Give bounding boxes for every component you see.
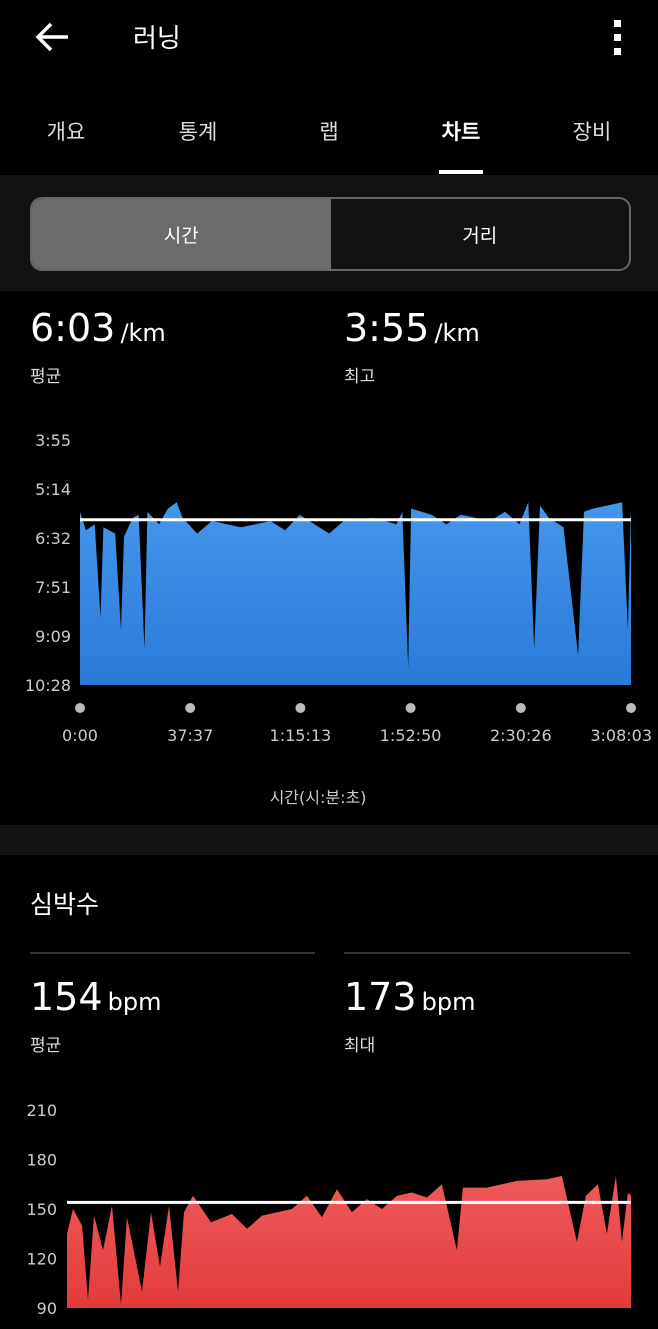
avg-pace-label: 평균 bbox=[30, 367, 62, 387]
segment-distance[interactable]: 거리 bbox=[462, 224, 498, 247]
heart-rate-title: 심박수 bbox=[30, 890, 100, 919]
x-axis-title: 시간(시:분:초) bbox=[270, 788, 367, 807]
x-tick-dot bbox=[626, 703, 636, 713]
x-tick-dot bbox=[515, 703, 526, 713]
best-pace-unit: /km bbox=[434, 319, 480, 347]
more-vertical-icon[interactable] bbox=[606, 18, 630, 58]
avg-hr-value: 154 bbox=[30, 975, 103, 1019]
x-tick-label: 2:30:26 bbox=[490, 726, 552, 745]
avg-hr-unit: bpm bbox=[107, 988, 162, 1016]
best-pace-value: 3:55 bbox=[344, 306, 430, 350]
tab-laps[interactable]: 랩 bbox=[319, 120, 339, 144]
x-tick-label: 1:15:13 bbox=[270, 726, 332, 745]
avg-hr: 154 bpm bbox=[30, 975, 161, 1019]
max-hr: 173 bpm bbox=[344, 975, 475, 1019]
tab-chart[interactable]: 차트 bbox=[441, 120, 481, 144]
x-tick-dot bbox=[405, 703, 416, 713]
divider bbox=[344, 952, 630, 954]
x-tick-dot bbox=[185, 703, 196, 713]
x-tick-dot bbox=[295, 703, 306, 713]
max-hr-value: 173 bbox=[344, 975, 417, 1019]
avg-pace-unit: /km bbox=[120, 319, 166, 347]
y-tick-label: 180 bbox=[26, 1151, 57, 1170]
y-tick-label: 3:55 bbox=[35, 431, 71, 450]
best-pace: 3:55 /km bbox=[344, 306, 480, 350]
y-tick-label: 120 bbox=[26, 1250, 57, 1269]
y-tick-label: 6:32 bbox=[35, 529, 71, 548]
x-tick-label: 37:37 bbox=[167, 726, 213, 745]
segment-time[interactable]: 시간 bbox=[32, 199, 331, 269]
x-tick-label: 3:08:03 bbox=[590, 726, 652, 745]
y-tick-label: 210 bbox=[26, 1101, 57, 1120]
max-hr-label: 최대 bbox=[344, 1036, 376, 1056]
area-series bbox=[80, 502, 631, 685]
y-tick-label: 9:09 bbox=[35, 627, 71, 646]
heart-rate-chart: 210 180 150 120 90 bbox=[26, 1101, 631, 1318]
x-tick-label: 1:52:50 bbox=[380, 726, 442, 745]
active-tab-indicator bbox=[439, 170, 483, 174]
x-tick-label: 0:00 bbox=[62, 726, 98, 745]
best-pace-label: 최고 bbox=[344, 367, 376, 387]
avg-pace: 6:03 /km bbox=[30, 306, 166, 350]
divider bbox=[30, 952, 315, 954]
area-series bbox=[67, 1176, 631, 1308]
avg-pace-value: 6:03 bbox=[30, 306, 116, 350]
y-tick-label: 5:14 bbox=[35, 480, 71, 499]
page-title: 러닝 bbox=[133, 24, 181, 54]
tab-overview[interactable]: 개요 bbox=[46, 120, 86, 144]
max-hr-unit: bpm bbox=[421, 988, 476, 1016]
back-arrow-icon[interactable] bbox=[34, 20, 70, 54]
x-tick-dot bbox=[75, 703, 85, 713]
time-distance-toggle: 시간 거리 bbox=[30, 197, 631, 271]
section-gap bbox=[0, 825, 658, 855]
y-tick-label: 10:28 bbox=[25, 676, 71, 695]
y-tick-label: 150 bbox=[26, 1200, 57, 1219]
y-tick-label: 90 bbox=[37, 1299, 57, 1318]
tab-stats[interactable]: 통계 bbox=[178, 120, 218, 144]
pace-chart: 시간(시:분:초) 3:55 5:14 6:32 7:51 9:09 10:28 0:00 3… bbox=[25, 431, 652, 807]
avg-hr-label: 평균 bbox=[30, 1036, 62, 1056]
tab-gear[interactable]: 장비 bbox=[572, 120, 612, 144]
y-tick-label: 7:51 bbox=[35, 578, 71, 597]
